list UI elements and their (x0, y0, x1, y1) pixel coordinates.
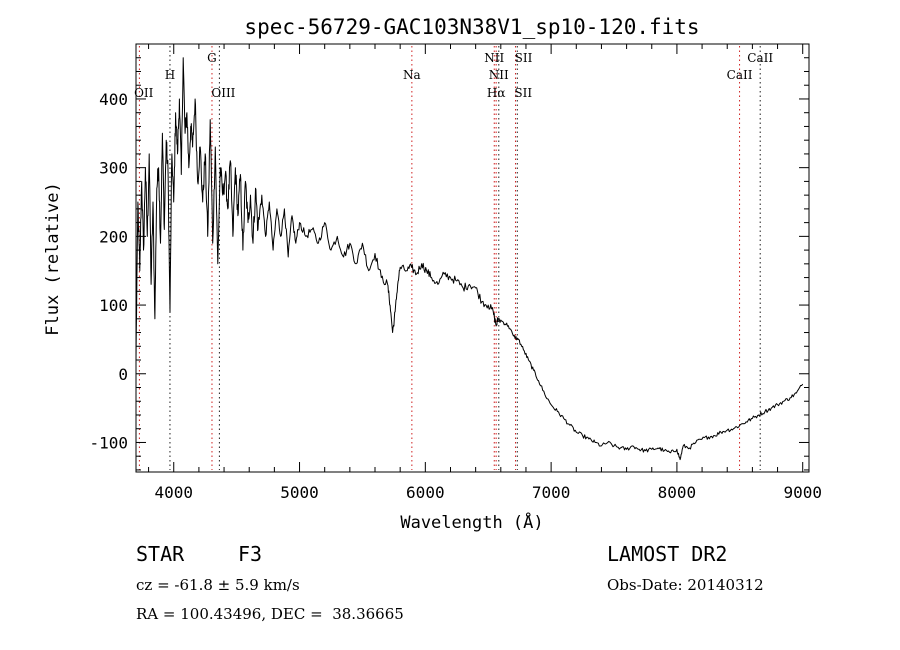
y-tick-label: 400 (99, 90, 128, 109)
line-label: NII (489, 68, 509, 82)
axis-ticks: 4000 5000 6000 7000 8000 9000 -100 0 100 200 300 40… (89, 44, 822, 502)
y-tick-label: 300 (99, 159, 128, 178)
y-axis-label: Flux (relative) (43, 182, 63, 336)
line-label: NII (484, 51, 504, 65)
x-tick-label: 5000 (280, 483, 319, 502)
line-label: Na (403, 68, 421, 82)
chart-title: spec-56729-GAC103N38V1_sp10-120.fits (244, 15, 699, 39)
line-label: H (165, 68, 175, 82)
spectrum-line (135, 57, 804, 461)
x-tick-label: 8000 (658, 483, 697, 502)
line-label: CaII (727, 68, 753, 82)
x-tick-label: 7000 (532, 483, 571, 502)
emission-line-markers: OII H G OIII Na NII NII Hα SII SII CaII CaII (134, 46, 773, 470)
spectrum-series (135, 57, 804, 461)
x-tick-label: 4000 (154, 483, 193, 502)
plot-frame (135, 43, 810, 473)
x-axis-label: Wavelength (Å) (400, 511, 543, 533)
x-tick-label: 6000 (406, 483, 445, 502)
y-tick-label: 100 (99, 296, 128, 315)
obs-date: Obs-Date: 20140312 (607, 576, 764, 594)
survey-name: LAMOST DR2 (607, 542, 728, 566)
object-class: STAR (136, 542, 185, 566)
y-tick-label: 200 (99, 227, 128, 246)
coordinates-readout: RA = 100.43496, DEC = 38.36665 (136, 605, 404, 623)
x-tick-label: 9000 (783, 483, 822, 502)
line-label: SII (515, 51, 533, 65)
line-label: OIII (211, 86, 235, 100)
line-label: OII (134, 86, 154, 100)
line-label: CaII (747, 51, 773, 65)
line-label: G (207, 51, 217, 65)
line-label: SII (514, 86, 532, 100)
velocity-readout: cz = -61.8 ± 5.9 km/s (136, 576, 300, 594)
object-subclass: F3 (238, 542, 263, 566)
y-tick-label: 0 (118, 365, 128, 384)
line-label: Hα (487, 86, 506, 100)
y-tick-label: -100 (89, 433, 128, 452)
